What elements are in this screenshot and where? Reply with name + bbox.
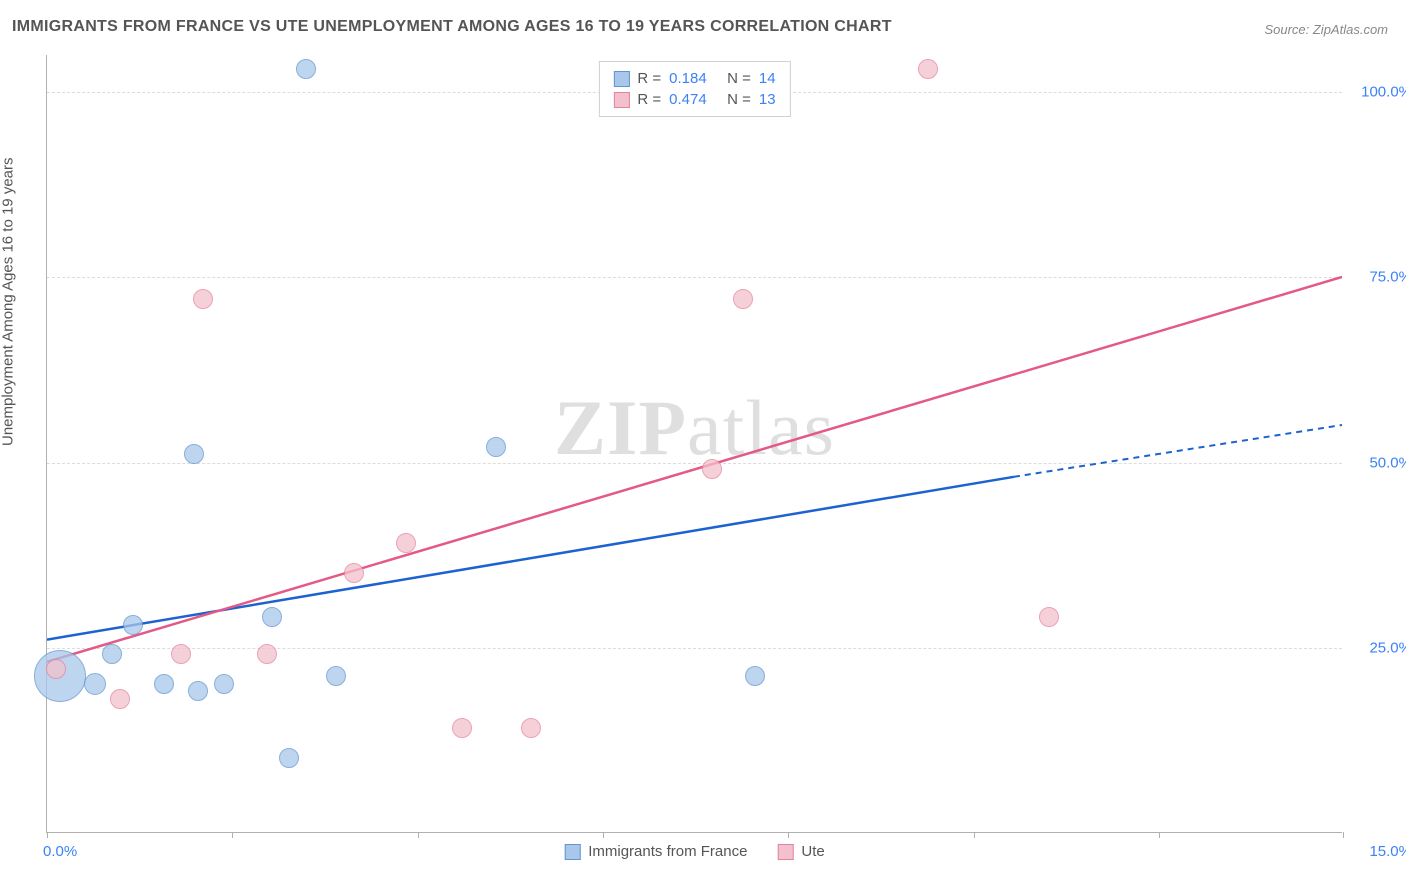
n-label: N = (727, 91, 751, 108)
data-point (262, 607, 282, 627)
data-point (396, 533, 416, 553)
data-point (521, 718, 541, 738)
n-value: 14 (759, 70, 776, 87)
x-tick (47, 832, 48, 838)
chart-title: IMMIGRANTS FROM FRANCE VS UTE UNEMPLOYME… (12, 18, 892, 36)
data-point (171, 644, 191, 664)
source-label: Source: ZipAtlas.com (1264, 22, 1388, 37)
r-value: 0.184 (669, 70, 719, 87)
r-value: 0.474 (669, 91, 719, 108)
x-tick (974, 832, 975, 838)
y-tick-label: 50.0% (1352, 454, 1406, 471)
legend-stats-row: R = 0.474 N = 13 (613, 89, 775, 110)
data-point (257, 644, 277, 664)
swatch (613, 92, 629, 108)
watermark-rest: atlas (687, 384, 835, 471)
r-label: R = (637, 70, 661, 87)
x-tick (1159, 832, 1160, 838)
legend-stats-row: R = 0.184 N = 14 (613, 68, 775, 89)
data-point (184, 444, 204, 464)
legend-item: Immigrants from France (564, 843, 747, 860)
data-point (110, 689, 130, 709)
data-point (193, 289, 213, 309)
watermark-bold: ZIP (554, 384, 687, 471)
data-point (123, 615, 143, 635)
swatch (564, 844, 580, 860)
legend-label: Ute (801, 843, 824, 860)
y-tick-label: 75.0% (1352, 269, 1406, 286)
data-point (344, 563, 364, 583)
swatch (777, 844, 793, 860)
data-point (452, 718, 472, 738)
data-point (486, 437, 506, 457)
legend-bottom: Immigrants from France Ute (564, 843, 825, 860)
x-tick (418, 832, 419, 838)
data-point (84, 673, 106, 695)
legend-item: Ute (777, 843, 824, 860)
data-point (279, 748, 299, 768)
data-point (326, 666, 346, 686)
plot-area: ZIPatlas R =0.184N =14R =0.474N =13 0.0%… (46, 55, 1342, 833)
x-tick (232, 832, 233, 838)
data-point (733, 289, 753, 309)
watermark: ZIPatlas (554, 383, 835, 473)
n-value: 13 (759, 91, 776, 108)
data-point (745, 666, 765, 686)
data-point (154, 674, 174, 694)
data-point (188, 681, 208, 701)
x-tick (788, 832, 789, 838)
y-tick-label: 100.0% (1352, 84, 1406, 101)
y-axis-label: Unemployment Among Ages 16 to 19 years (0, 157, 17, 446)
legend-label: Immigrants from France (588, 843, 747, 860)
gridline (47, 277, 1342, 278)
data-point (102, 644, 122, 664)
swatch (613, 71, 629, 87)
r-label: R = (637, 91, 661, 108)
data-point (46, 659, 66, 679)
x-min-label: 0.0% (43, 843, 77, 860)
x-max-label: 15.0% (1352, 843, 1406, 860)
data-point (214, 674, 234, 694)
x-tick (1343, 832, 1344, 838)
y-tick-label: 25.0% (1352, 639, 1406, 656)
data-point (702, 459, 722, 479)
data-point (1039, 607, 1059, 627)
gridline (47, 648, 1342, 649)
x-tick (603, 832, 604, 838)
data-point (296, 59, 316, 79)
n-label: N = (727, 70, 751, 87)
data-point (918, 59, 938, 79)
legend-stats: R = 0.184 N = 14 R = 0.474 N = 13 (598, 61, 790, 117)
